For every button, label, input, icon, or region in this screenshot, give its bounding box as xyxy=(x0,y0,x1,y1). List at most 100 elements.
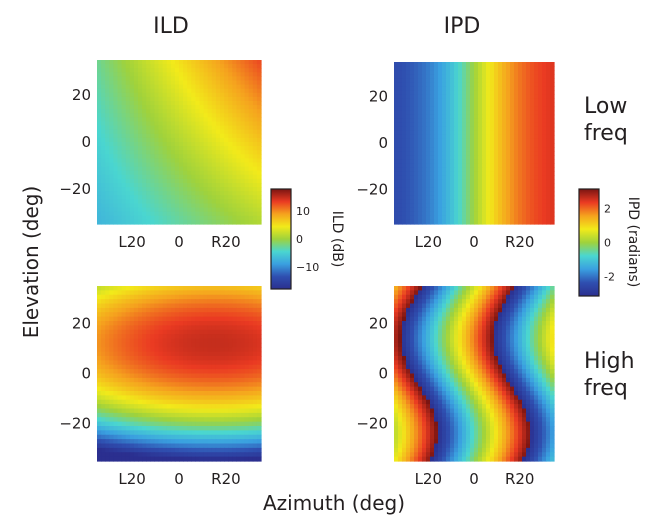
heatmap-cell xyxy=(101,325,106,331)
heatmap-cell xyxy=(183,166,188,172)
heatmap-cell xyxy=(97,215,102,221)
heatmap-cell xyxy=(191,338,196,344)
heatmap-cell xyxy=(146,294,151,300)
heatmap-cell xyxy=(248,421,254,427)
heatmap-cell xyxy=(105,286,110,291)
heatmap-cell xyxy=(454,106,459,112)
heatmap-cell xyxy=(410,294,415,300)
heatmap-cell xyxy=(240,391,246,396)
heatmap-cell xyxy=(240,117,246,123)
heatmap-cell xyxy=(506,110,511,116)
heatmap-cell xyxy=(105,426,110,431)
heatmap-cell xyxy=(215,174,221,180)
heatmap-cell xyxy=(138,133,143,139)
heatmap-cell xyxy=(117,303,123,309)
heatmap-cell xyxy=(232,290,237,296)
heatmap-cell xyxy=(133,219,139,225)
heatmap-cell xyxy=(248,142,254,147)
heatmap-cell xyxy=(199,351,205,357)
heatmap-cell xyxy=(458,155,463,160)
heatmap-cell xyxy=(470,98,475,104)
heatmap-cell xyxy=(170,92,176,98)
panel-ild-low xyxy=(97,60,262,225)
heatmap-cell xyxy=(256,158,262,164)
heatmap-cell xyxy=(183,439,188,445)
heatmap-cell xyxy=(470,66,475,71)
heatmap-cell xyxy=(215,187,221,192)
heatmap-cell xyxy=(162,329,168,335)
heatmap-cell xyxy=(187,158,192,164)
heatmap-cell xyxy=(474,78,479,83)
heatmap-cell xyxy=(542,167,547,172)
heatmap-cell xyxy=(154,342,160,348)
heatmap-cell xyxy=(426,167,431,172)
heatmap-cell xyxy=(183,312,188,318)
heatmap-cell xyxy=(109,129,114,135)
heatmap-cell xyxy=(215,325,221,331)
heatmap-cell xyxy=(542,134,547,140)
heatmap-cell xyxy=(199,426,205,431)
heatmap-cell xyxy=(138,195,143,200)
heatmap-cell xyxy=(195,399,201,405)
heatmap-cell xyxy=(162,211,168,217)
heatmap-cell xyxy=(538,195,543,201)
heatmap-cell xyxy=(498,130,503,136)
heatmap-cell xyxy=(482,163,487,168)
heatmap-cell xyxy=(550,179,555,185)
heatmap-cell xyxy=(232,146,237,151)
heatmap-cell xyxy=(166,360,172,366)
heatmap-cell xyxy=(228,417,233,423)
heatmap-cell xyxy=(518,179,523,185)
heatmap-cell xyxy=(502,203,507,209)
heatmap-cell xyxy=(538,290,543,296)
heatmap-cell xyxy=(522,195,527,201)
heatmap-cell xyxy=(486,62,491,67)
heatmap-cell xyxy=(166,105,172,110)
heatmap-cell xyxy=(546,70,551,75)
heatmap-cell xyxy=(199,434,205,440)
heatmap-cell xyxy=(394,215,399,221)
heatmap-cell xyxy=(191,316,196,322)
heatmap-cell xyxy=(138,426,143,431)
heatmap-cell xyxy=(97,299,102,305)
heatmap-cell xyxy=(406,171,411,176)
heatmap-cell xyxy=(215,154,221,159)
heatmap-cell xyxy=(394,118,399,124)
heatmap-cell xyxy=(187,129,192,135)
heatmap-cell xyxy=(97,170,102,176)
heatmap-cell xyxy=(240,373,246,379)
heatmap-cell xyxy=(220,417,225,423)
row-label-low-line1: Low xyxy=(584,94,627,119)
heatmap-cell xyxy=(466,82,471,87)
heatmap-cell xyxy=(514,179,519,185)
heatmap-cell xyxy=(224,183,229,188)
heatmap-cell xyxy=(113,117,119,123)
heatmap-cell xyxy=(199,187,205,192)
heatmap-cell xyxy=(146,113,151,118)
heatmap-cell xyxy=(398,94,403,100)
heatmap-cell xyxy=(232,307,237,313)
heatmap-cell xyxy=(418,134,423,140)
heatmap-cell xyxy=(109,191,114,196)
heatmap-cell xyxy=(414,126,419,132)
heatmap-cell xyxy=(129,373,135,379)
heatmap-cell xyxy=(248,137,254,143)
heatmap-cell xyxy=(174,360,180,366)
heatmap-cell xyxy=(224,426,229,431)
heatmap-cell xyxy=(240,439,246,445)
heatmap-cell xyxy=(179,207,184,213)
heatmap-cell xyxy=(97,342,102,348)
heatmap-cell xyxy=(195,443,201,449)
heatmap-cell xyxy=(502,211,507,217)
heatmap-cell xyxy=(199,391,205,396)
heatmap-cell xyxy=(470,70,475,75)
heatmap-cell xyxy=(244,421,250,427)
heatmap-cell xyxy=(121,60,127,65)
heatmap-cell xyxy=(466,62,471,67)
heatmap-cell xyxy=(146,158,151,164)
heatmap-cell xyxy=(150,215,155,221)
heatmap-cell xyxy=(117,369,123,375)
heatmap-cell xyxy=(232,391,237,396)
heatmap-cell xyxy=(518,134,523,140)
heatmap-cell xyxy=(146,195,151,200)
